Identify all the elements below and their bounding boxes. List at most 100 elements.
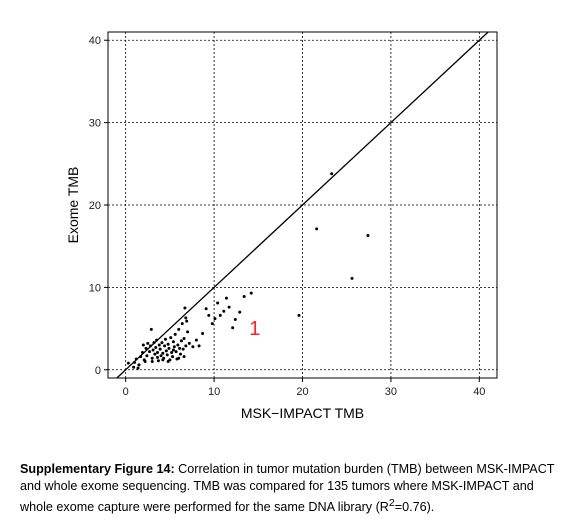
data-point: [148, 344, 152, 348]
data-point: [163, 344, 167, 348]
data-point: [181, 347, 185, 351]
data-point: [161, 358, 165, 362]
caption-superscript: 2: [388, 497, 395, 509]
data-point: [167, 346, 171, 350]
data-point: [150, 356, 154, 360]
data-point: [184, 316, 188, 320]
data-point: [179, 339, 183, 343]
x-tick-label: 40: [473, 386, 485, 398]
data-point: [233, 318, 237, 322]
y-tick-label: 30: [89, 118, 101, 130]
data-point: [132, 365, 136, 369]
x-axis-title: MSK−IMPACT TMB: [241, 405, 364, 421]
data-point: [134, 357, 138, 361]
data-point: [161, 351, 165, 355]
data-point: [178, 352, 182, 356]
data-point: [224, 296, 228, 300]
y-axis-title: Exome TMB: [65, 167, 81, 244]
data-point: [177, 356, 181, 360]
data-point: [187, 341, 191, 345]
data-point: [176, 343, 180, 347]
data-point: [171, 355, 175, 359]
data-point: [194, 338, 198, 342]
caption-label: Supplementary Figure 14:: [20, 462, 175, 476]
data-point: [171, 348, 175, 352]
data-point: [158, 347, 162, 351]
data-point: [207, 313, 211, 317]
data-point: [160, 341, 164, 345]
data-point: [165, 353, 169, 357]
axis-ticks: 0 10 20 30 40 0 10 20 30 40: [89, 35, 486, 398]
data-point: [213, 317, 217, 321]
data-point: [173, 332, 177, 336]
data-point: [315, 227, 319, 231]
data-point: [210, 322, 214, 326]
y-tick-label: 0: [95, 365, 101, 377]
data-point: [222, 309, 226, 313]
data-point: [166, 342, 170, 346]
data-point: [137, 363, 141, 367]
data-point: [216, 301, 220, 305]
data-point: [186, 330, 190, 334]
data-point: [183, 306, 187, 310]
data-point: [242, 294, 246, 298]
data-point: [170, 350, 174, 354]
data-point: [133, 360, 137, 364]
data-point: [184, 344, 188, 348]
data-point: [366, 233, 370, 237]
x-tick-label: 10: [208, 386, 220, 398]
data-point: [227, 305, 231, 309]
data-point: [177, 327, 181, 331]
data-point: [156, 350, 160, 354]
data-point: [297, 313, 301, 317]
y-tick-label: 20: [89, 200, 101, 212]
data-point: [152, 341, 156, 345]
data-point: [350, 276, 354, 280]
x-tick-label: 30: [385, 386, 397, 398]
data-point: [144, 346, 148, 350]
data-point: [146, 341, 150, 345]
data-point: [171, 340, 175, 344]
data-point: [141, 343, 145, 347]
data-point: [204, 307, 208, 311]
y-tick-label: 40: [89, 35, 101, 47]
data-point: [151, 348, 155, 352]
data-point: [139, 355, 143, 359]
y-tick-label: 10: [89, 282, 101, 294]
scatter-chart: 0 10 20 30 40 0 10 20 30 40 MSK−IMPACT TMB Exome …: [65, 31, 498, 421]
data-point: [140, 350, 144, 354]
data-point: [191, 345, 195, 349]
data-point: [157, 343, 161, 347]
data-point: [166, 360, 170, 364]
data-point: [174, 350, 178, 354]
data-point: [136, 366, 140, 370]
x-tick-label: 0: [123, 386, 129, 398]
data-point: [154, 346, 158, 350]
data-point: [149, 327, 153, 331]
data-point: [182, 355, 186, 359]
data-point: [164, 349, 168, 353]
data-point: [172, 345, 176, 349]
data-point: [155, 338, 159, 342]
data-point: [218, 313, 222, 317]
grid-lines: [108, 32, 497, 378]
data-point: [330, 172, 334, 176]
caption-text: Correlation in tumor mutation burden (TM…: [20, 462, 555, 515]
data-point: [231, 326, 235, 330]
annotation-label: 1: [249, 318, 260, 340]
data-point: [238, 310, 242, 314]
data-point: [249, 291, 253, 295]
data-point: [126, 361, 130, 365]
x-tick-label: 20: [296, 386, 308, 398]
data-point: [185, 319, 189, 323]
data-point: [169, 336, 173, 340]
data-point: [178, 346, 182, 350]
data-point: [180, 322, 184, 326]
data-point: [159, 354, 163, 358]
data-point: [148, 350, 152, 354]
data-point: [156, 355, 160, 359]
data-point: [163, 337, 167, 341]
caption-end: =0.76).: [394, 500, 435, 515]
data-point: [182, 336, 186, 340]
data-point: [156, 359, 160, 363]
